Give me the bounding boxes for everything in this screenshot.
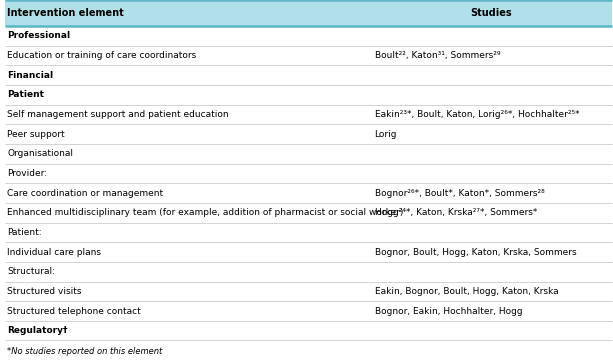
- Text: Structured visits: Structured visits: [7, 287, 82, 296]
- Text: Bognor, Boult, Hogg, Katon, Krska, Sommers: Bognor, Boult, Hogg, Katon, Krska, Somme…: [375, 248, 576, 257]
- Text: Intervention element: Intervention element: [7, 8, 124, 18]
- Bar: [5, 164, 612, 183]
- Text: Individual care plans: Individual care plans: [7, 248, 101, 257]
- Text: Bognor²⁶*, Boult*, Katon*, Sommers²⁸: Bognor²⁶*, Boult*, Katon*, Sommers²⁸: [375, 189, 544, 197]
- Bar: [5, 65, 612, 85]
- Bar: [5, 282, 612, 301]
- Text: Eakin²³*, Boult, Katon, Lorig²⁶*, Hochhalter²⁵*: Eakin²³*, Boult, Katon, Lorig²⁶*, Hochha…: [375, 110, 579, 119]
- Bar: [5, 46, 612, 65]
- Text: Structural:: Structural:: [7, 267, 55, 276]
- Text: Boult²², Katon³¹, Sommers²⁹: Boult²², Katon³¹, Sommers²⁹: [375, 51, 500, 60]
- Text: Organisational: Organisational: [7, 149, 74, 158]
- Text: Care coordination or management: Care coordination or management: [7, 189, 164, 197]
- Text: Patient:: Patient:: [7, 228, 42, 237]
- Text: Studies: Studies: [471, 8, 512, 18]
- Text: Self management support and patient education: Self management support and patient educ…: [7, 110, 229, 119]
- Bar: [5, 85, 612, 105]
- Text: Regulatory†: Regulatory†: [7, 326, 68, 335]
- Text: Professional: Professional: [7, 32, 70, 40]
- Bar: [5, 26, 612, 46]
- Text: *No studies reported on this element: *No studies reported on this element: [7, 347, 162, 356]
- Bar: [5, 321, 612, 340]
- Text: Patient: Patient: [7, 90, 44, 99]
- Text: Financial: Financial: [7, 71, 53, 80]
- Text: Provider:: Provider:: [7, 169, 47, 178]
- Bar: [5, 125, 612, 144]
- Text: Education or training of care coordinators: Education or training of care coordinato…: [7, 51, 197, 60]
- Bar: [5, 0, 612, 26]
- Text: Peer support: Peer support: [7, 130, 65, 139]
- Text: Hogg²⁴*, Katon, Krska²⁷*, Sommers*: Hogg²⁴*, Katon, Krska²⁷*, Sommers*: [375, 208, 537, 217]
- Bar: [5, 203, 612, 223]
- Text: Structured telephone contact: Structured telephone contact: [7, 306, 141, 315]
- Bar: [5, 262, 612, 282]
- Bar: [5, 301, 612, 321]
- Bar: [5, 105, 612, 125]
- Bar: [5, 144, 612, 164]
- Bar: [5, 223, 612, 242]
- Text: Eakin, Bognor, Boult, Hogg, Katon, Krska: Eakin, Bognor, Boult, Hogg, Katon, Krska: [375, 287, 558, 296]
- Text: Enhanced multidisciplinary team (for example, addition of pharmacist or social w: Enhanced multidisciplinary team (for exa…: [7, 208, 404, 217]
- Text: Bognor, Eakin, Hochhalter, Hogg: Bognor, Eakin, Hochhalter, Hogg: [375, 306, 522, 315]
- Bar: [5, 183, 612, 203]
- Text: Lorig: Lorig: [375, 130, 397, 139]
- Bar: [5, 242, 612, 262]
